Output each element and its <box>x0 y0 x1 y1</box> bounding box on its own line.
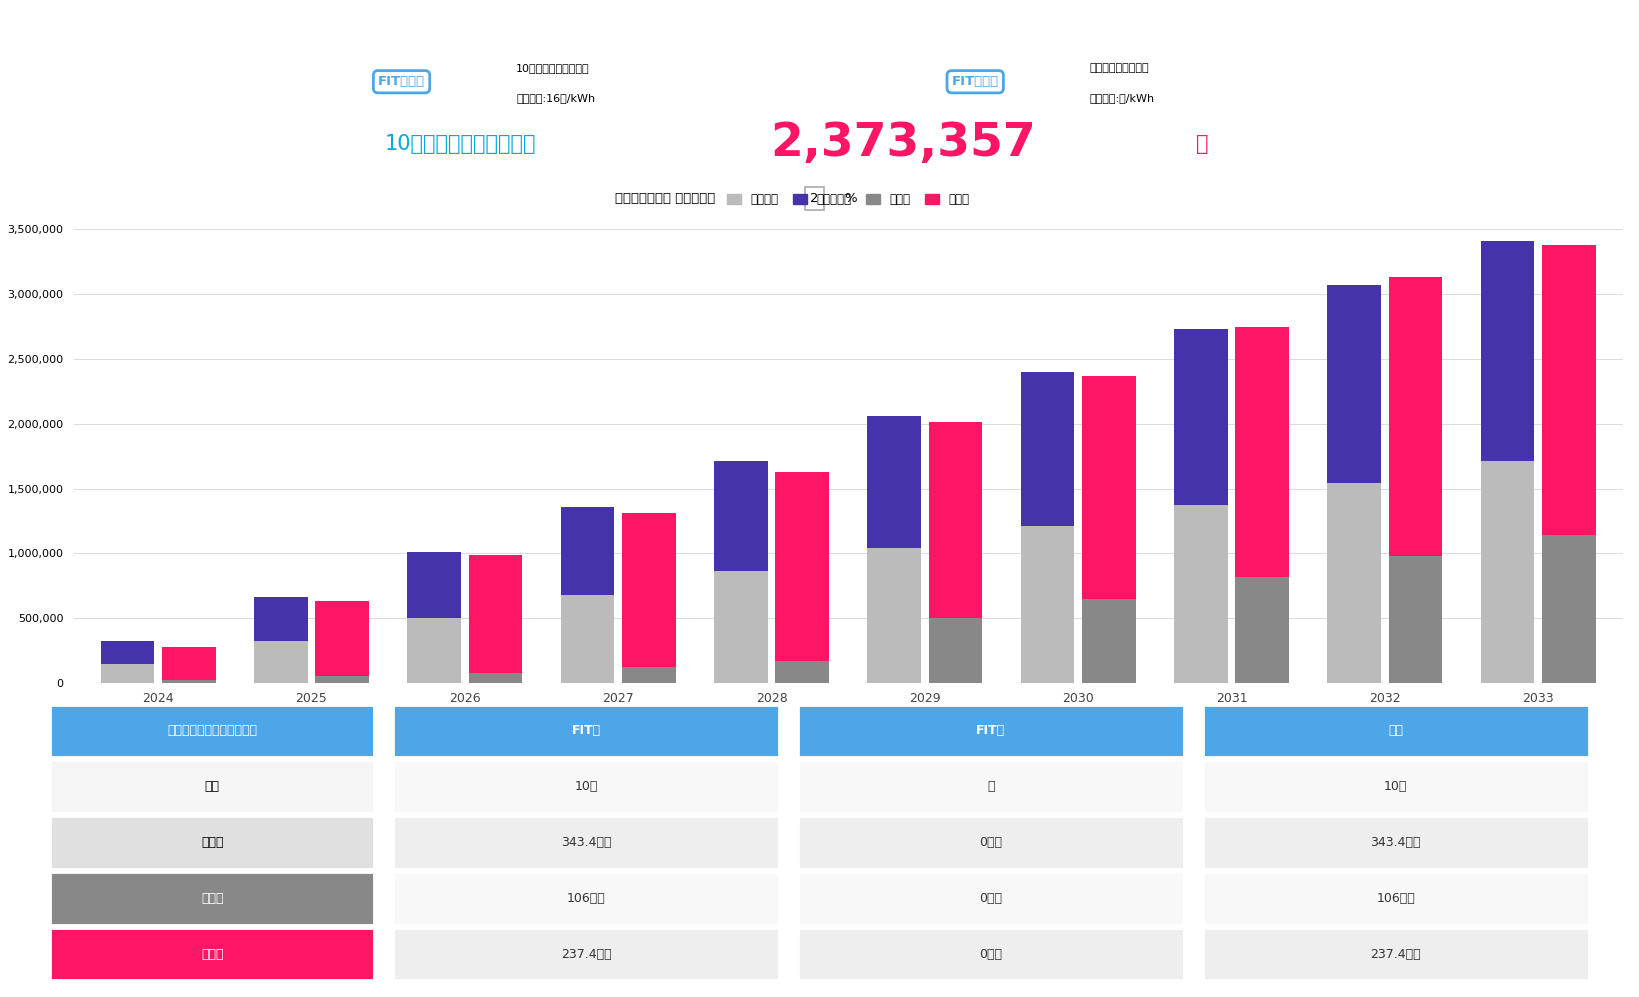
Text: 2,373,357: 2,373,357 <box>770 122 1036 166</box>
Bar <box>254 597 308 641</box>
Text: 10年間の累計おトク額は: 10年間の累計おトク額は <box>385 134 536 154</box>
Text: 合計: 合計 <box>1388 724 1403 738</box>
Text: FIT期間中: FIT期間中 <box>379 75 425 89</box>
Bar <box>1021 526 1075 683</box>
Bar <box>867 548 921 683</box>
Bar <box>1388 556 1442 683</box>
Text: 長期シミュレーション結果: 長期シミュレーション結果 <box>734 15 905 40</box>
Text: 導入後: 導入後 <box>202 891 223 905</box>
Text: 年数: 年数 <box>205 780 220 794</box>
Bar <box>315 601 369 676</box>
Bar <box>775 661 829 683</box>
FancyBboxPatch shape <box>1203 705 1588 757</box>
Bar <box>561 506 615 595</box>
FancyBboxPatch shape <box>393 817 779 868</box>
Bar <box>1388 277 1442 556</box>
FancyBboxPatch shape <box>51 705 374 757</box>
Text: %: % <box>844 191 857 205</box>
Text: FIT終了後: FIT終了後 <box>952 75 998 89</box>
Text: 106万円: 106万円 <box>1377 891 1414 905</box>
Bar <box>775 472 829 661</box>
Bar <box>469 554 523 673</box>
Text: 10年: 10年 <box>1383 780 1408 794</box>
Bar <box>469 673 523 683</box>
Bar <box>254 641 308 683</box>
Text: 10年（自家消費優先）: 10年（自家消費優先） <box>516 63 590 73</box>
FancyBboxPatch shape <box>798 705 1183 757</box>
Text: 年（自家消費優先）: 年（自家消費優先） <box>1090 63 1149 73</box>
FancyBboxPatch shape <box>393 872 779 924</box>
Bar <box>1542 535 1596 683</box>
Bar <box>1021 372 1075 526</box>
Bar <box>1328 285 1382 484</box>
FancyBboxPatch shape <box>798 928 1183 980</box>
Text: 237.4万円: 237.4万円 <box>561 947 611 961</box>
Bar <box>929 618 982 683</box>
Text: 106万円: 106万円 <box>567 891 605 905</box>
FancyBboxPatch shape <box>51 928 374 980</box>
Text: 電気料金上昇率 想定：年率: 電気料金上昇率 想定：年率 <box>615 191 715 205</box>
Bar <box>162 647 216 680</box>
Text: 2: 2 <box>810 191 820 205</box>
Legend: 設備なし, ガソリン代, 導入後, 削減額: 設備なし, ガソリン代, 導入後, 削減額 <box>724 189 972 210</box>
Bar <box>1236 576 1288 683</box>
Bar <box>1480 462 1534 683</box>
Bar <box>715 462 767 571</box>
Bar <box>1236 327 1288 576</box>
Bar <box>867 416 921 548</box>
FancyBboxPatch shape <box>798 872 1183 924</box>
Text: 削減額: 削減額 <box>202 947 223 961</box>
FancyBboxPatch shape <box>51 872 374 924</box>
Text: 導入前: 導入前 <box>202 835 223 849</box>
Text: FIT後: FIT後 <box>977 724 1005 738</box>
Bar <box>408 618 461 683</box>
Text: 343.4万円: 343.4万円 <box>561 835 611 849</box>
Text: FIT中: FIT中 <box>572 724 600 738</box>
FancyBboxPatch shape <box>393 761 779 813</box>
Text: 10年: 10年 <box>574 780 598 794</box>
Bar <box>408 552 461 618</box>
FancyBboxPatch shape <box>798 761 1183 813</box>
Bar <box>100 664 154 683</box>
FancyBboxPatch shape <box>1203 928 1588 980</box>
Bar <box>1174 505 1228 683</box>
Bar <box>1082 598 1136 683</box>
Text: 343.4万円: 343.4万円 <box>1370 835 1421 849</box>
Text: 売電単価:円/kWh: 売電単価:円/kWh <box>1090 93 1155 103</box>
Text: 0万円: 0万円 <box>978 891 1003 905</box>
FancyBboxPatch shape <box>51 817 374 868</box>
Bar <box>621 667 675 683</box>
FancyBboxPatch shape <box>798 817 1183 868</box>
Bar <box>1174 329 1228 505</box>
Text: 0万円: 0万円 <box>978 835 1003 849</box>
Bar <box>1328 484 1382 683</box>
Bar <box>715 571 767 683</box>
FancyBboxPatch shape <box>1203 872 1588 924</box>
Bar <box>162 680 216 683</box>
Text: 年: 年 <box>987 780 995 794</box>
Bar <box>315 676 369 683</box>
FancyBboxPatch shape <box>393 928 779 980</box>
Bar <box>1480 241 1534 462</box>
FancyBboxPatch shape <box>393 705 779 757</box>
Text: 売電単価:16円/kWh: 売電単価:16円/kWh <box>516 93 595 103</box>
Text: 237.4万円: 237.4万円 <box>1370 947 1421 961</box>
FancyBboxPatch shape <box>51 761 374 813</box>
Bar <box>561 595 615 683</box>
Bar <box>100 641 154 664</box>
Bar <box>621 513 675 667</box>
Text: 0万円: 0万円 <box>978 947 1003 961</box>
FancyBboxPatch shape <box>1203 761 1588 813</box>
Bar <box>929 423 982 618</box>
Bar <box>1082 376 1136 598</box>
Bar <box>1542 245 1596 535</box>
FancyBboxPatch shape <box>1203 817 1588 868</box>
Text: 円: 円 <box>1196 134 1210 154</box>
Text: 導入後＝電気料金＋売電額: 導入後＝電気料金＋売電額 <box>167 724 257 738</box>
